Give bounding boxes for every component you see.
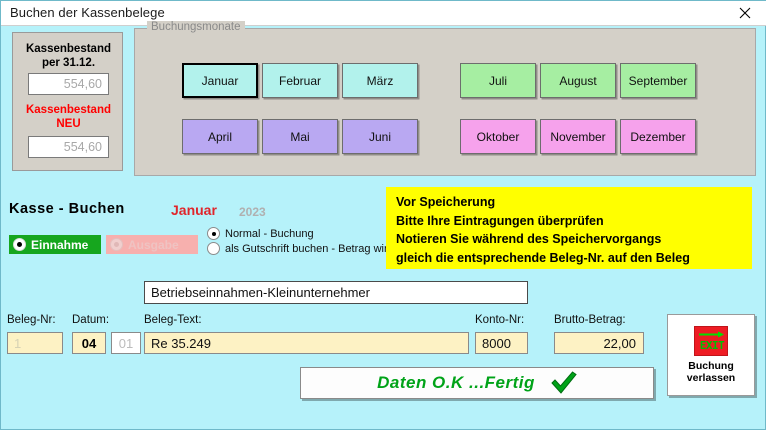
expense-label: Ausgabe <box>128 237 179 252</box>
booking-type-normal-label: Normal - Buchung <box>225 227 314 240</box>
month-button-januar[interactable]: Januar <box>182 63 258 98</box>
datum-month-input[interactable]: 01 <box>111 332 141 354</box>
booking-months-group: Buchungsmonate Januar Februar März April… <box>134 21 756 176</box>
booking-type-credit-label: als Gutschrift buchen - Betrag wird auf … <box>225 242 419 255</box>
booking-type-normal[interactable]: Normal - Buchung <box>207 227 314 240</box>
balance-current-label-line1: Kassenbestand <box>25 43 111 55</box>
balance-new-label: Kassenbestand NEU <box>13 104 124 131</box>
confirm-data-label: Daten O.K ...Fertig <box>377 373 535 392</box>
booking-type-credit[interactable]: als Gutschrift buchen - Betrag wird auf … <box>207 242 419 255</box>
exit-button-label-line1: Buchung <box>688 360 734 372</box>
notice-line-3: Notieren Sie während des Speichervorgang… <box>396 232 662 246</box>
category-field[interactable]: Betriebseinnahmen-Kleinunternehmer <box>144 281 528 304</box>
booking-type-credit-indicator <box>207 242 220 255</box>
expense-radio-indicator <box>110 238 123 251</box>
konto-nr-input[interactable]: 8000 <box>475 332 528 354</box>
datum-day-input[interactable]: 04 <box>72 332 106 354</box>
konto-nr-label: Konto-Nr: <box>475 314 525 326</box>
month-button-juli[interactable]: Juli <box>460 63 536 98</box>
income-radio-indicator <box>13 238 26 251</box>
checkmark-icon <box>551 371 577 394</box>
month-button-juni[interactable]: Juni <box>342 119 418 154</box>
balance-new-label-line1: Kassenbestand <box>25 104 111 116</box>
exit-booking-button[interactable]: EXIT Buchung verlassen <box>667 314 755 396</box>
close-icon[interactable] <box>723 1 766 25</box>
month-button-april[interactable]: April <box>182 119 258 154</box>
income-label: Einnahme <box>31 237 89 252</box>
balance-current-value[interactable]: 554,60 <box>28 73 109 95</box>
beleg-nr-input[interactable]: 1 <box>7 332 63 354</box>
warning-notice: Vor Speicherung Bitte Ihre Eintragungen … <box>386 187 752 269</box>
month-button-februar[interactable]: Februar <box>262 63 338 98</box>
notice-line-4: gleich die entsprechende Beleg-Nr. auf d… <box>396 250 690 265</box>
exit-icon-text: EXIT <box>699 339 725 352</box>
balance-new-value[interactable]: 554,60 <box>28 136 109 158</box>
beleg-text-input[interactable]: Re 35.249 <box>144 332 469 354</box>
cash-balance-panel: Kassenbestand per 31.12. 554,60 Kassenbe… <box>12 32 123 171</box>
month-button-august[interactable]: August <box>540 63 616 98</box>
balance-new-label-line2: NEU <box>56 117 81 130</box>
month-button-mai[interactable]: Mai <box>262 119 338 154</box>
month-button-november[interactable]: November <box>540 119 616 154</box>
brutto-betrag-input[interactable]: 22,00 <box>554 332 644 354</box>
expense-radio-button[interactable]: Ausgabe <box>106 235 198 254</box>
exit-button-label-line2: verlassen <box>686 372 736 384</box>
selected-month-label: Januar <box>171 202 217 218</box>
section-title: Kasse - Buchen <box>9 201 125 217</box>
datum-label: Datum: <box>72 314 110 326</box>
month-button-oktober[interactable]: Oktober <box>460 119 536 154</box>
balance-current-label: Kassenbestand per 31.12. <box>13 43 124 70</box>
confirm-data-button[interactable]: Daten O.K ...Fertig <box>300 367 654 399</box>
notice-line-2: Bitte Ihre Eintragungen überprüfen <box>396 213 604 228</box>
month-button-dezember[interactable]: Dezember <box>620 119 696 154</box>
brutto-betrag-label: Brutto-Betrag: <box>554 314 626 326</box>
window-title: Buchen der Kassenbelege <box>10 5 165 20</box>
exit-button-label: Buchung verlassen <box>687 360 735 384</box>
year-label: 2023 <box>239 205 266 219</box>
beleg-text-label: Beleg-Text: <box>144 314 202 326</box>
month-button-september[interactable]: September <box>620 63 696 98</box>
notice-line-1: Vor Speicherung <box>396 195 496 209</box>
booking-type-normal-indicator <box>207 227 220 240</box>
month-button-maerz[interactable]: März <box>342 63 418 98</box>
income-radio-button[interactable]: Einnahme <box>9 235 101 254</box>
title-bar: Buchen der Kassenbelege <box>1 1 766 26</box>
balance-current-label-line2: per 31.12. <box>41 56 96 69</box>
beleg-nr-label: Beleg-Nr: <box>7 314 56 326</box>
booking-months-legend: Buchungsmonate <box>147 21 245 33</box>
exit-sign-icon: EXIT <box>694 326 728 356</box>
